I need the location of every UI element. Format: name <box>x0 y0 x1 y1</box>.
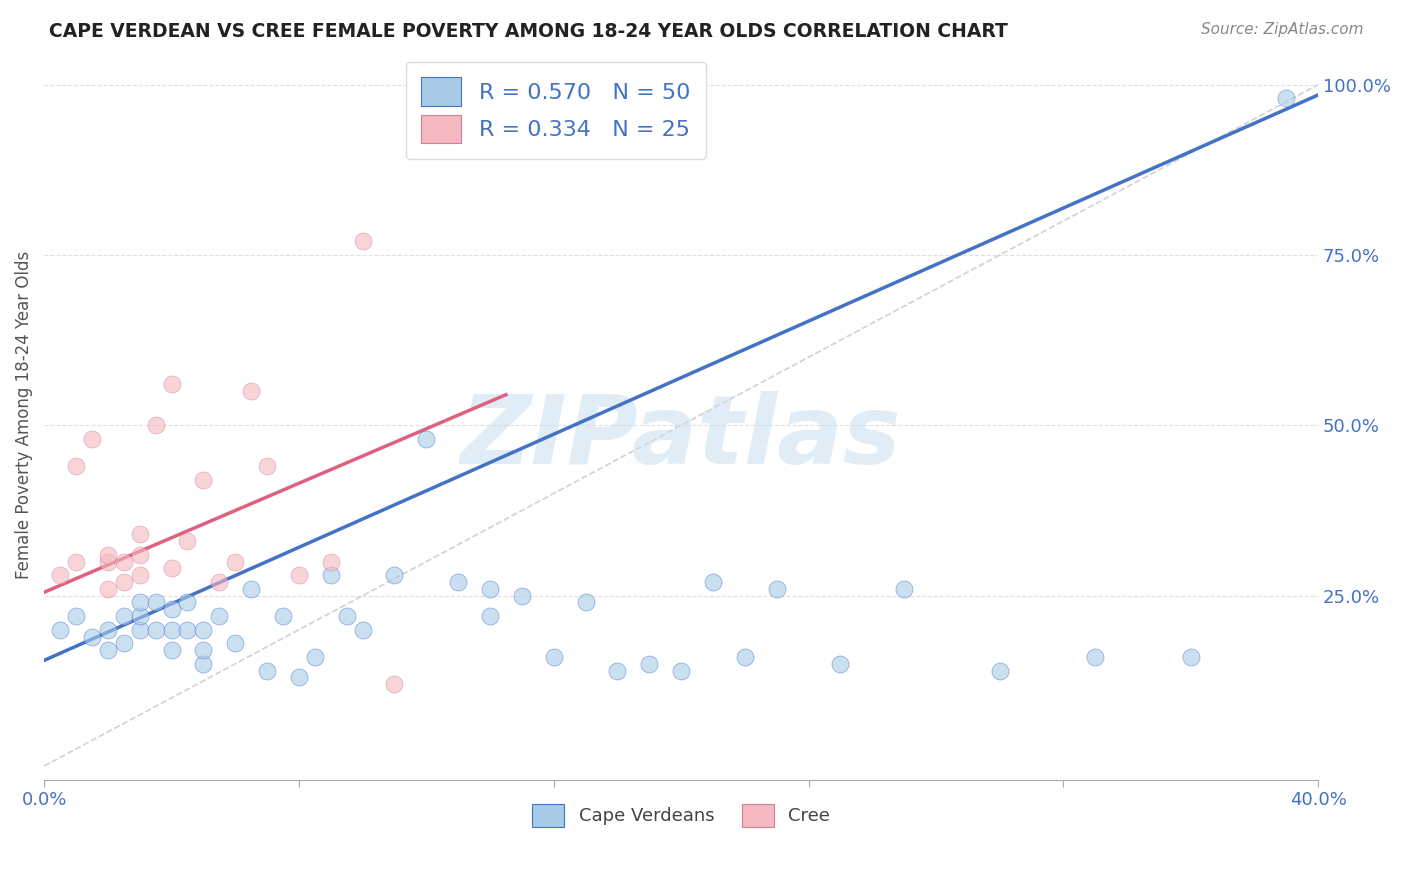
Point <box>543 650 565 665</box>
Point <box>193 643 215 657</box>
Point <box>319 555 342 569</box>
Point <box>65 459 87 474</box>
Point <box>112 555 135 569</box>
Legend: Cape Verdeans, Cree: Cape Verdeans, Cree <box>523 795 839 836</box>
Point <box>415 432 437 446</box>
Point <box>97 643 120 657</box>
Point <box>479 609 502 624</box>
Point <box>574 595 596 609</box>
Point <box>240 582 263 596</box>
Point <box>193 657 215 671</box>
Point <box>65 555 87 569</box>
Point <box>447 575 470 590</box>
Point <box>288 670 311 684</box>
Point <box>128 623 150 637</box>
Point <box>288 568 311 582</box>
Point <box>1084 650 1107 665</box>
Point <box>1275 91 1298 105</box>
Point <box>638 657 661 671</box>
Point <box>112 636 135 650</box>
Point <box>160 561 183 575</box>
Point <box>606 664 628 678</box>
Point <box>510 589 533 603</box>
Text: Source: ZipAtlas.com: Source: ZipAtlas.com <box>1201 22 1364 37</box>
Point <box>176 595 198 609</box>
Point <box>1180 650 1202 665</box>
Point <box>97 555 120 569</box>
Point <box>240 384 263 399</box>
Point <box>80 630 103 644</box>
Point <box>97 623 120 637</box>
Point <box>128 568 150 582</box>
Point <box>80 432 103 446</box>
Point <box>112 609 135 624</box>
Point <box>160 377 183 392</box>
Point <box>97 548 120 562</box>
Point <box>256 664 278 678</box>
Point <box>988 664 1011 678</box>
Point <box>176 534 198 549</box>
Point <box>145 418 167 433</box>
Point <box>49 568 72 582</box>
Point <box>765 582 787 596</box>
Point <box>112 575 135 590</box>
Point <box>128 527 150 541</box>
Point <box>176 623 198 637</box>
Point <box>193 473 215 487</box>
Point <box>224 555 246 569</box>
Y-axis label: Female Poverty Among 18-24 Year Olds: Female Poverty Among 18-24 Year Olds <box>15 251 32 579</box>
Point <box>336 609 359 624</box>
Point <box>256 459 278 474</box>
Point <box>49 623 72 637</box>
Point <box>128 595 150 609</box>
Point <box>830 657 852 671</box>
Point <box>97 582 120 596</box>
Point <box>208 609 231 624</box>
Point <box>734 650 756 665</box>
Point <box>271 609 294 624</box>
Point <box>319 568 342 582</box>
Point <box>160 602 183 616</box>
Point <box>479 582 502 596</box>
Text: CAPE VERDEAN VS CREE FEMALE POVERTY AMONG 18-24 YEAR OLDS CORRELATION CHART: CAPE VERDEAN VS CREE FEMALE POVERTY AMON… <box>49 22 1008 41</box>
Point <box>208 575 231 590</box>
Point <box>128 548 150 562</box>
Point <box>893 582 915 596</box>
Point <box>65 609 87 624</box>
Point <box>145 595 167 609</box>
Point <box>304 650 326 665</box>
Point <box>352 235 374 249</box>
Point <box>160 623 183 637</box>
Point <box>702 575 724 590</box>
Point <box>160 643 183 657</box>
Point <box>384 677 406 691</box>
Point <box>352 623 374 637</box>
Point <box>145 623 167 637</box>
Text: ZIPatlas: ZIPatlas <box>461 391 901 483</box>
Point <box>193 623 215 637</box>
Point <box>128 609 150 624</box>
Point <box>384 568 406 582</box>
Point <box>224 636 246 650</box>
Point <box>669 664 692 678</box>
